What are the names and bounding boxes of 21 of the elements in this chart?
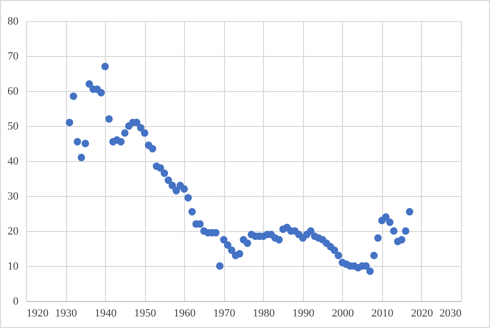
y-tick-label: 50 xyxy=(8,120,19,132)
x-tick-label: 1950 xyxy=(134,308,157,320)
x-tick-label: 1960 xyxy=(174,308,196,320)
y-tick-label: 10 xyxy=(8,260,19,272)
y-tick-label: 40 xyxy=(8,156,19,168)
x-tick-label: 1980 xyxy=(252,308,276,320)
x-tick-label: 2010 xyxy=(371,308,394,320)
y-tick-label: 0 xyxy=(13,296,19,308)
y-tick-label: 60 xyxy=(8,86,19,98)
y-tick-label: 30 xyxy=(8,190,19,202)
x-tick-label: 1920 xyxy=(26,308,49,320)
x-tick-label: 1970 xyxy=(213,308,236,320)
y-tick-label: 20 xyxy=(8,226,19,238)
x-tick-label: 1990 xyxy=(292,308,315,320)
y-tick-label: 70 xyxy=(8,50,19,62)
x-tick-label: 1930 xyxy=(55,308,78,320)
x-tick-label: 2000 xyxy=(332,308,354,320)
x-tick-label: 1940 xyxy=(94,308,118,320)
y-tick-label: 80 xyxy=(8,16,19,28)
x-tick-label: 2030 xyxy=(440,308,462,320)
x-tick-label: 2020 xyxy=(410,308,434,320)
